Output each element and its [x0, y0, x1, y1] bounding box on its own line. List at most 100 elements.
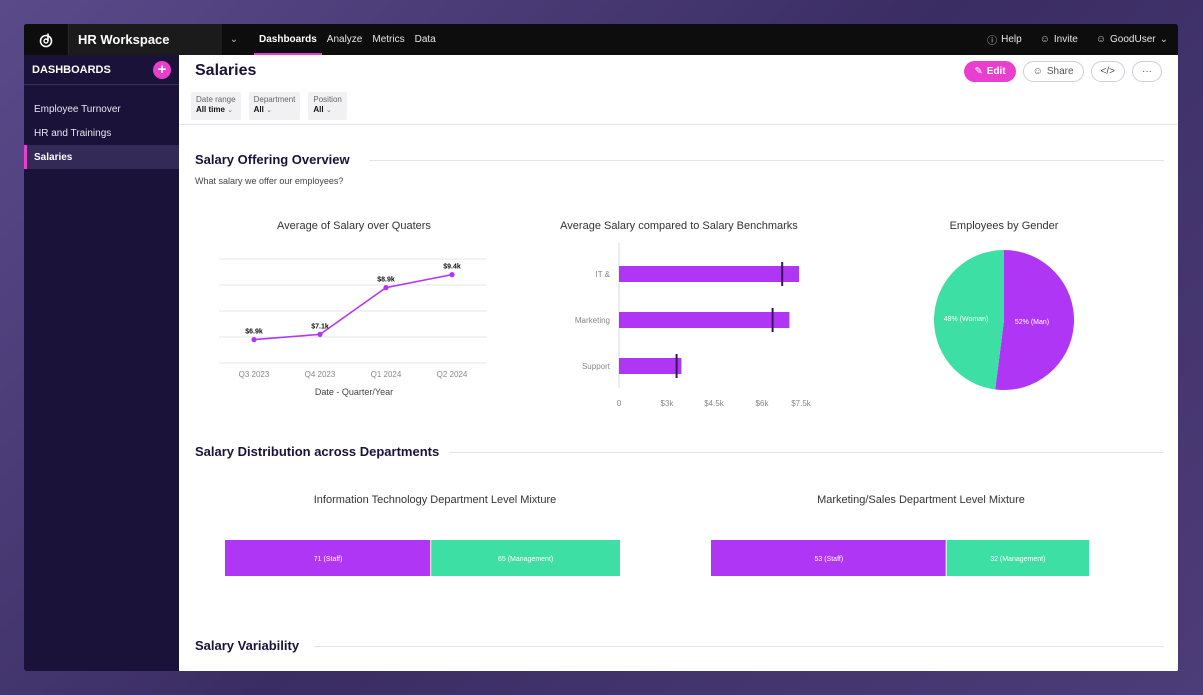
filter-label: Department [253, 94, 296, 104]
chevron-down-icon: ⌄ [1159, 34, 1168, 45]
filter-value: All time ⌄ [196, 105, 236, 114]
x-tick-label: $7.5k [791, 399, 812, 408]
chevron-down-icon: ⌄ [266, 106, 272, 114]
user-menu[interactable]: ☺ GoodUser ⌄ [1096, 34, 1168, 45]
section-divider [449, 452, 1164, 453]
data-label: $7.1k [311, 323, 329, 330]
x-tick-label: Q3 2023 [239, 370, 270, 379]
filter-position[interactable]: Position All ⌄ [308, 91, 347, 120]
y-tick-label: Support [582, 362, 611, 371]
share-label: Share [1046, 65, 1074, 77]
bar [619, 312, 790, 328]
filter-label: Date range [196, 94, 236, 104]
data-point [449, 272, 455, 278]
x-tick-label: Q4 2023 [305, 370, 336, 379]
filter-value-text: All [313, 104, 324, 114]
user-name: GoodUser [1110, 34, 1156, 45]
chart-title-marketing-mixture: Marketing/Sales Department Level Mixture [817, 494, 1025, 506]
section-divider [314, 646, 1164, 647]
sidebar-item-employee-turnover[interactable]: Employee Turnover [34, 103, 121, 115]
data-point [317, 331, 323, 337]
nav-data[interactable]: Data [414, 34, 436, 45]
sidebar-item-salaries[interactable]: Salaries [24, 145, 179, 169]
nav-metrics[interactable]: Metrics [372, 34, 405, 45]
app-window: HR Workspace ⌄ Dashboards Analyze Metric… [24, 24, 1178, 671]
x-tick-label: $3k [661, 399, 675, 408]
pie-slice-woman [934, 250, 1004, 390]
filter-value-text: All time [196, 104, 225, 114]
chevron-down-icon[interactable]: ⌄ [229, 34, 239, 45]
sidebar-header: DASHBOARDS + [24, 55, 179, 85]
data-label: $6.9k [245, 329, 263, 336]
x-tick-label: Q2 2024 [437, 370, 468, 379]
x-tick-label: $4.5k [704, 399, 725, 408]
edit-label: Edit [986, 65, 1006, 77]
users-icon: ☺ [1032, 65, 1043, 77]
stacked-segment [946, 540, 1089, 576]
segment-label: 32 (Management) [990, 556, 1045, 563]
edit-button[interactable]: ✎ Edit [964, 60, 1016, 82]
x-tick-label: Q1 2024 [371, 370, 402, 379]
chevron-down-icon: ⌄ [227, 106, 234, 114]
nav-analyze[interactable]: Analyze [326, 34, 363, 45]
embed-button[interactable]: </> [1090, 60, 1125, 82]
x-axis-label: Date - Quarter/Year [315, 387, 393, 397]
sidebar-title: DASHBOARDS [32, 63, 111, 76]
data-point [251, 337, 257, 343]
section-subtitle: What salary we offer our employees? [195, 176, 344, 186]
it-mixture-bar: 71 (Staff) 65 (Management) [225, 540, 620, 576]
top-bar: HR Workspace ⌄ Dashboards Analyze Metric… [24, 24, 1178, 55]
chart-title-salary-quarters: Average of Salary over Quaters [277, 220, 431, 232]
bar [619, 266, 799, 282]
series-line [253, 273, 453, 341]
main-nav: Dashboards Analyze Metrics Data [254, 24, 441, 55]
filter-value: All ⌄ [313, 105, 341, 114]
code-icon: </> [1100, 65, 1115, 77]
chart-title-benchmarks: Average Salary compared to Salary Benchm… [560, 220, 798, 232]
data-point [383, 285, 389, 291]
y-tick-label: Marketing [575, 316, 610, 325]
workspace-name: HR Workspace [68, 24, 222, 55]
section-title-variability: Salary Variability [195, 638, 300, 653]
pie-slice-man [995, 250, 1074, 390]
x-tick-label: $6k [756, 399, 770, 408]
section-title-distribution: Salary Distribution across Departments [195, 444, 440, 459]
add-dashboard-button[interactable]: + [153, 60, 171, 79]
segment-label: 53 (Staff) [815, 556, 844, 563]
help-link[interactable]: ⓘ Help [987, 32, 1022, 47]
stacked-segment [431, 540, 620, 576]
sidebar-item-hr-trainings[interactable]: HR and Trainings [34, 127, 112, 139]
section-divider [369, 160, 1164, 161]
nav-dashboards[interactable]: Dashboards [254, 24, 322, 55]
chart-title-gender: Employees by Gender [949, 220, 1059, 232]
page-title: Salaries [195, 62, 257, 79]
help-icon: ⓘ [987, 36, 998, 47]
gender-pie-chart: 48% (Woman) 52% (Man) [934, 250, 1074, 390]
dashboard-canvas: Salary Offering Overview What salary we … [179, 125, 1178, 671]
invite-label: Invite [1053, 34, 1078, 45]
page-header: Salaries ✎ Edit ☺ Share </> ··· [179, 55, 1178, 87]
filter-department[interactable]: Department All ⌄ [248, 91, 301, 120]
bar [619, 358, 682, 374]
pie-label: 52% (Man) [1015, 319, 1049, 326]
filter-bar: Date range All time ⌄ Department All ⌄ P… [179, 87, 1178, 125]
section-title-overview: Salary Offering Overview [195, 152, 350, 167]
data-label: $8.9k [377, 277, 395, 284]
segment-label: 65 (Management) [498, 556, 553, 563]
main-content: Salaries ✎ Edit ☺ Share </> ··· [179, 55, 1178, 671]
more-button[interactable]: ··· [1132, 60, 1162, 82]
line-chart: $6.9k Q3 2023 $7.1k Q4 2023 $8.9k Q1 2024 $9.4… [219, 258, 487, 397]
pie-label: 48% (Woman) [944, 316, 989, 323]
chart-title-it-mixture: Information Technology Department Level … [313, 494, 557, 506]
pencil-icon: ✎ [974, 65, 983, 77]
y-tick-label: IT & [595, 270, 610, 279]
logo-icon[interactable] [24, 24, 68, 55]
invite-link[interactable]: ☺ Invite [1040, 34, 1078, 45]
share-button[interactable]: ☺ Share [1022, 60, 1084, 82]
top-right-menu: ⓘ Help ☺ Invite ☺ GoodUser ⌄ [987, 32, 1178, 47]
user-icon: ☺ [1095, 34, 1107, 45]
help-label: Help [1001, 34, 1022, 45]
stacked-segment [225, 540, 431, 576]
filter-date-range[interactable]: Date range All time ⌄ [191, 91, 241, 120]
sidebar: DASHBOARDS + Employee Turnover HR and Tr… [24, 55, 179, 671]
